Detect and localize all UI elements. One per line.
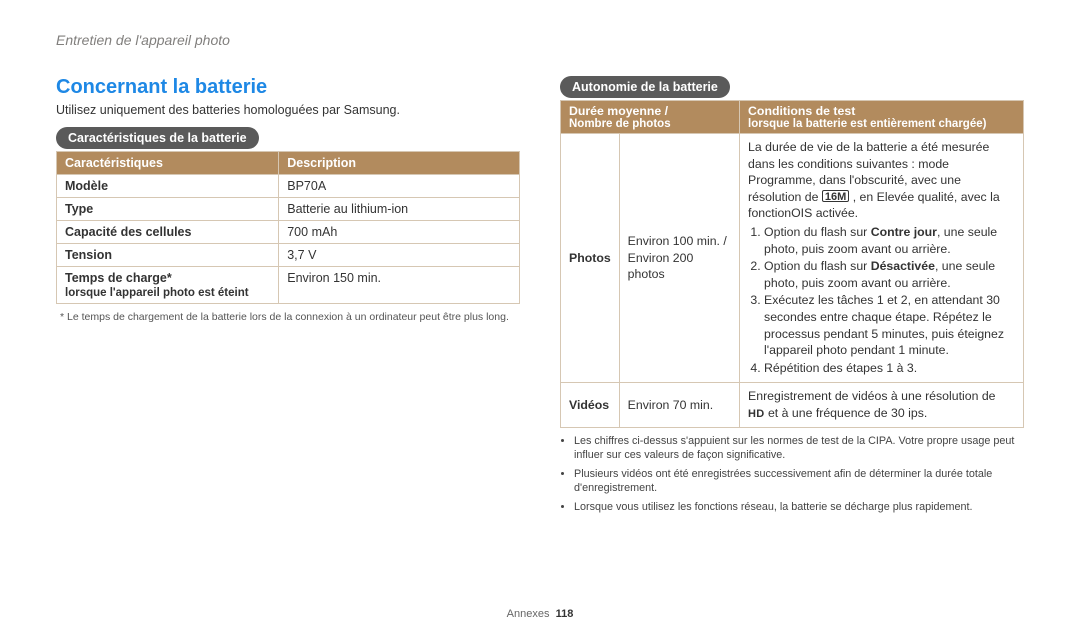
autonomy-table: Durée moyenne / Nombre de photos Conditi… (560, 100, 1024, 428)
resolution-icon: 16M (822, 190, 849, 202)
page-footer: Annexes 118 (0, 608, 1080, 620)
table-row: Capacité des cellules700 mAh (57, 221, 520, 244)
autonomy-header-left-sub: Nombre de photos (569, 118, 731, 130)
table-row: ModèleBP70A (57, 175, 520, 198)
columns: Concernant la batterie Utilisez uniqueme… (56, 76, 1024, 519)
footer-section: Annexes (507, 608, 550, 620)
autonomy-photos-label: Photos (561, 134, 620, 383)
hd-icon: HD (748, 408, 765, 420)
table-row: Photos Environ 100 min. / Environ 200 ph… (561, 134, 1024, 383)
section-title: Concernant la batterie (56, 76, 520, 99)
autonomy-notes: Les chiffres ci-dessus s'appuient sur le… (560, 434, 1024, 515)
autonomy-header-right-main: Conditions de test (748, 104, 855, 118)
footer-page-number: 118 (556, 608, 574, 620)
left-column: Concernant la batterie Utilisez uniqueme… (56, 76, 520, 519)
autonomy-header-left-main: Durée moyenne / (569, 104, 668, 118)
spec-value: 700 mAh (279, 221, 520, 244)
photos-steps-list: Option du flash sur Contre jour, une seu… (748, 224, 1015, 376)
page: Entretien de l'appareil photo Concernant… (0, 0, 1080, 630)
autonomy-photos-duration: Environ 100 min. / Environ 200 photos (619, 134, 739, 383)
autonomy-videos-conditions: Enregistrement de vidéos à une résolutio… (740, 383, 1024, 427)
specs-table: Caractéristiques Description ModèleBP70A… (56, 151, 520, 304)
autonomy-videos-duration: Environ 70 min. (619, 383, 739, 427)
autonomy-header-right-sub: lorsque la batterie est entièrement char… (748, 118, 1015, 130)
spec-key: Capacité des cellules (57, 221, 279, 244)
right-column: Autonomie de la batterie Durée moyenne /… (560, 76, 1024, 519)
spec-key: Modèle (57, 175, 279, 198)
list-item: Les chiffres ci-dessus s'appuient sur le… (574, 434, 1024, 463)
spec-key: Tension (57, 244, 279, 267)
breadcrumb: Entretien de l'appareil photo (56, 32, 1024, 48)
specs-footnote: * Le temps de chargement de la batterie … (56, 310, 520, 325)
list-item: Plusieurs vidéos ont été enregistrées su… (574, 467, 1024, 496)
specs-header-right: Description (279, 152, 520, 175)
list-item: Répétition des étapes 1 à 3. (764, 360, 1015, 377)
list-item: Lorsque vous utilisez les fonctions rése… (574, 500, 1024, 515)
autonomy-header-left: Durée moyenne / Nombre de photos (561, 101, 740, 134)
table-row: TypeBatterie au lithium-ion (57, 198, 520, 221)
spec-value: 3,7 V (279, 244, 520, 267)
autonomy-photos-conditions: La durée de vie de la batterie a été mes… (740, 134, 1024, 383)
intro-text: Utilisez uniquement des batteries homolo… (56, 103, 520, 117)
videos-desc-a: Enregistrement de vidéos à une résolutio… (748, 389, 995, 403)
specs-pill: Caractéristiques de la batterie (56, 127, 259, 149)
spec-key: Type (57, 198, 279, 221)
table-row: Tension3,7 V (57, 244, 520, 267)
autonomy-pill: Autonomie de la batterie (560, 76, 730, 98)
list-item: Option du flash sur Contre jour, une seu… (764, 224, 1015, 257)
autonomy-videos-label: Vidéos (561, 383, 620, 427)
videos-desc-b: et à une fréquence de 30 ips. (765, 406, 928, 420)
spec-key: Temps de charge*lorsque l'appareil photo… (57, 267, 279, 304)
autonomy-header-right: Conditions de test lorsque la batterie e… (740, 101, 1024, 134)
spec-value: BP70A (279, 175, 520, 198)
spec-value: Environ 150 min. (279, 267, 520, 304)
table-row: Vidéos Environ 70 min. Enregistrement de… (561, 383, 1024, 427)
list-item: Option du flash sur Désactivée, une seul… (764, 258, 1015, 291)
table-row: Temps de charge*lorsque l'appareil photo… (57, 267, 520, 304)
specs-header-left: Caractéristiques (57, 152, 279, 175)
list-item: Exécutez les tâches 1 et 2, en attendant… (764, 292, 1015, 358)
spec-value: Batterie au lithium-ion (279, 198, 520, 221)
